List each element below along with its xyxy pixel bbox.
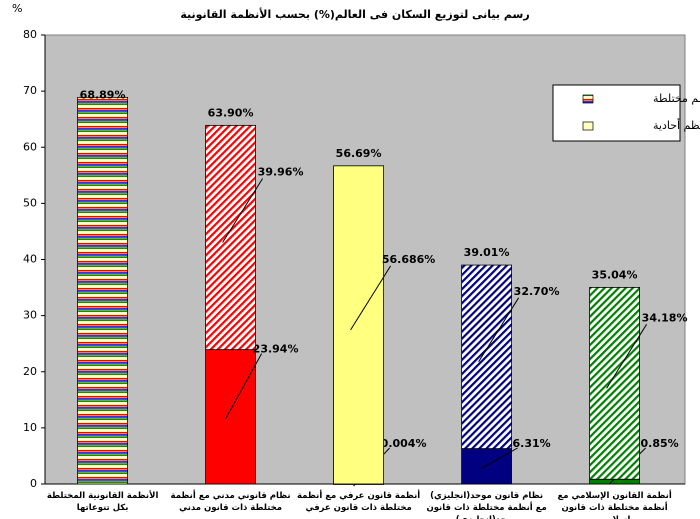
x-tick-label: الأنظمة القانونية المختلطة بكل تنوعاتها [46, 491, 159, 513]
total-label: 56.69% [336, 147, 382, 160]
value-label: 0.004% [381, 437, 427, 450]
bar-segment [205, 349, 257, 485]
legend-swatch [582, 121, 594, 131]
bar-segment [205, 124, 257, 351]
bar-segment [589, 478, 640, 485]
bar-segment [461, 448, 513, 485]
chart-title: رسم بيانى لتوزيع السكان فى العالم(%) بحس… [180, 7, 529, 21]
callout-line [606, 324, 648, 389]
value-label: 34.18% [642, 311, 688, 324]
legend-swatch [582, 94, 594, 104]
legend-label: نظم مختلطة [653, 92, 700, 105]
y-tick-label: 20 [23, 365, 37, 378]
value-label: 39.96% [258, 165, 304, 178]
callout-line [478, 297, 520, 363]
value-label: 68.89% [80, 88, 126, 101]
total-label: 63.90% [208, 106, 254, 119]
y-tick-label: 80 [23, 28, 37, 41]
y-tick-label: 10 [23, 421, 37, 434]
value-label: 32.70% [514, 285, 560, 298]
y-tick-label: 30 [23, 309, 37, 322]
y-tick-label: 0 [30, 477, 37, 490]
bar-segment [461, 264, 513, 449]
x-tick-label: أنظمة القانون الإسلامي مع أنظمة مختلطة ذ… [557, 491, 672, 519]
callout-line [225, 353, 263, 420]
value-label: 23.94% [253, 343, 299, 356]
x-tick-label: نظام قانوني مدني مع أنظمة مختلطة ذات قان… [170, 491, 291, 513]
callout-line [222, 178, 264, 243]
y-tick-label: 70 [23, 84, 37, 97]
x-tick-label: أنظمة قانون عرفي مع أنظمة مختلطة ذات قان… [297, 491, 421, 513]
y-tick-label: 50 [23, 196, 37, 209]
y-axis-label: % [12, 2, 22, 15]
bar-segment [333, 165, 385, 485]
y-tick-label: 40 [23, 253, 37, 266]
bar-segment [589, 286, 640, 480]
value-label: 56.686% [382, 253, 435, 266]
y-tick-label: 60 [23, 140, 37, 153]
legend-box [552, 84, 681, 142]
legend-label: نظم أحادية [653, 118, 700, 132]
value-label: 6.31% [513, 437, 551, 450]
callout-line [481, 447, 518, 469]
x-tick-label: نظام قانون موحد(انجليزي) مع أنظمة مختلطة… [426, 491, 547, 519]
total-label: 35.04% [592, 268, 638, 281]
callout-line [350, 265, 392, 331]
bar-segment [77, 96, 128, 485]
total-label: 39.01% [464, 246, 510, 259]
value-label: 0.85% [641, 437, 679, 450]
